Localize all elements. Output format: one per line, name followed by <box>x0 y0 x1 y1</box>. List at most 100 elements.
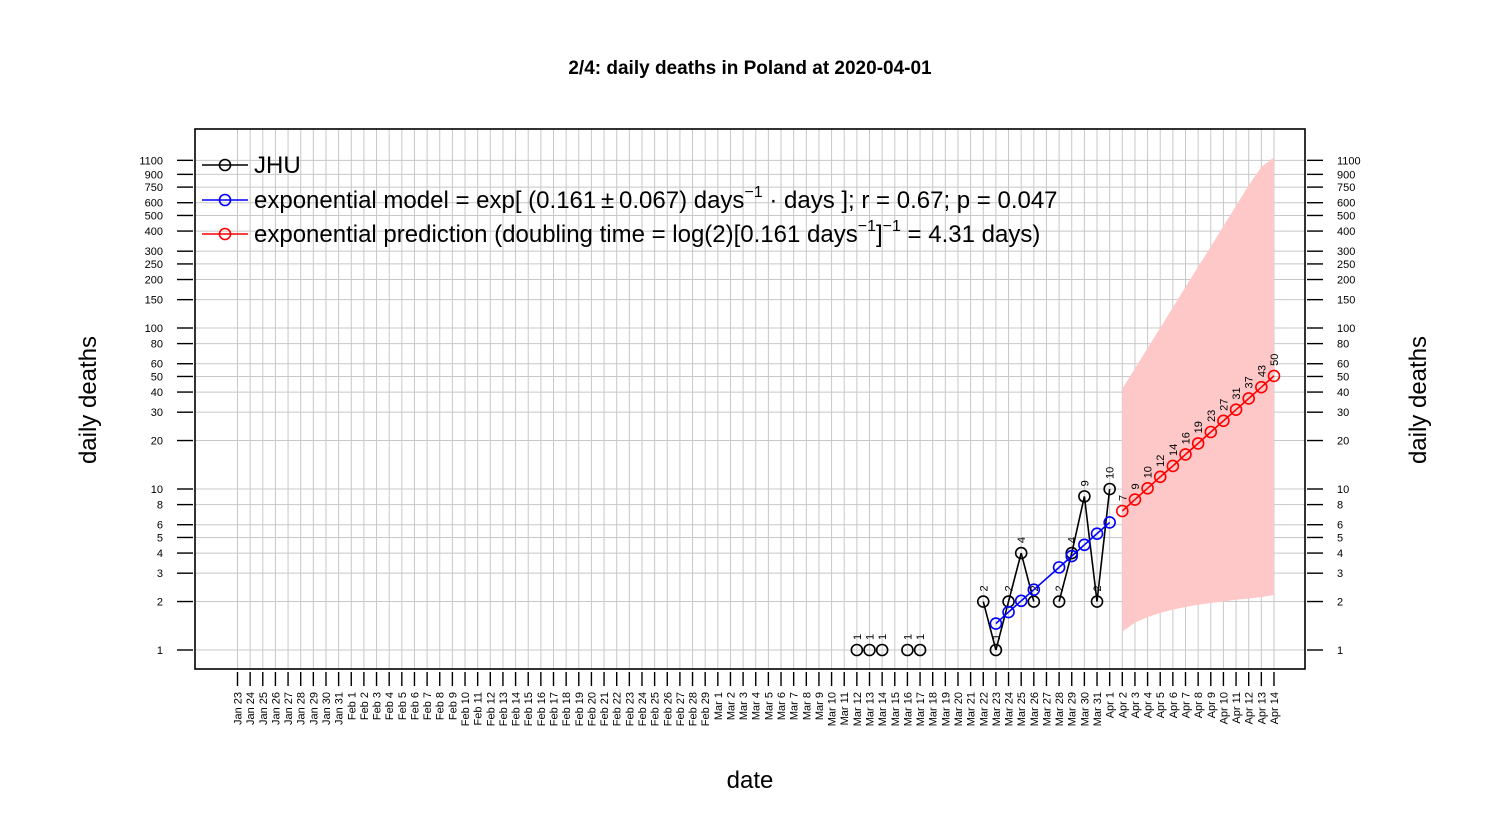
legend-item-observed: JHU <box>202 152 301 179</box>
observed-label-mar-29: 4 <box>1067 537 1079 543</box>
x-tick-label-mar-8: Mar 8 <box>801 692 813 720</box>
y-tick-label-right-1100: 1100 <box>1337 155 1361 167</box>
x-tick-label-apr-14: Apr 14 <box>1269 692 1281 724</box>
y-tick-label-left-80: 80 <box>151 339 163 351</box>
y-tick-label-left-40: 40 <box>151 387 163 399</box>
observed-point-mar-13 <box>863 643 876 657</box>
x-tick-label-mar-19: Mar 19 <box>940 692 952 726</box>
observed-point-apr-1 <box>1103 482 1116 496</box>
legend-item-prediction: exponential prediction (doubling time = … <box>202 218 1040 248</box>
x-tick-label-mar-30: Mar 30 <box>1079 692 1091 726</box>
prediction-label-apr-13: 43 <box>1256 365 1268 377</box>
prediction-label-apr-11: 31 <box>1231 387 1243 399</box>
observed-label-mar-25: 4 <box>1016 537 1028 543</box>
y-tick-label-left-250: 250 <box>145 259 163 271</box>
x-tick-label-mar-17: Mar 17 <box>915 692 927 726</box>
x-tick-label-jan-26: Jan 26 <box>270 692 282 725</box>
prediction-segment <box>1210 420 1224 433</box>
y-tick-label-left-300: 300 <box>145 246 163 258</box>
prediction-label-apr-12: 37 <box>1244 376 1256 388</box>
observed-point-mar-17 <box>913 643 927 657</box>
observed-segment <box>1070 496 1086 554</box>
x-tick-label-apr-13: Apr 13 <box>1256 692 1268 724</box>
x-tick-label-mar-12: Mar 12 <box>852 692 864 726</box>
observed-segment <box>1096 488 1111 602</box>
x-tick-label-mar-26: Mar 26 <box>1029 692 1041 726</box>
x-tick-label-apr-11: Apr 11 <box>1231 692 1243 724</box>
observed-point-mar-28 <box>1052 595 1066 608</box>
x-tick-label-feb-29: Feb 29 <box>700 692 712 726</box>
x-tick-label-feb-8: Feb 8 <box>435 692 447 720</box>
observed-point-mar-30 <box>1078 490 1091 503</box>
prediction-point-apr-12 <box>1242 392 1255 405</box>
prediction-label-apr-9: 23 <box>1206 410 1218 422</box>
x-tick-label-jan-30: Jan 30 <box>321 692 333 725</box>
x-tick-label-mar-27: Mar 27 <box>1041 692 1053 726</box>
y-tick-label-left-600: 600 <box>145 198 163 210</box>
x-tick-label-feb-15: Feb 15 <box>523 692 535 726</box>
y-tick-label-right-40: 40 <box>1337 387 1349 399</box>
x-tick-label-feb-17: Feb 17 <box>549 692 561 726</box>
x-tick-label-feb-5: Feb 5 <box>397 692 409 720</box>
y-tick-label-right-100: 100 <box>1337 323 1355 335</box>
y-tick-label-left-750: 750 <box>145 182 163 194</box>
model-segment <box>1071 544 1085 557</box>
model-point-mar-25 <box>1014 594 1028 608</box>
x-tick-label-mar-31: Mar 31 <box>1092 692 1104 726</box>
x-tick-label-mar-5: Mar 5 <box>763 692 775 720</box>
prediction-point-apr-5 <box>1153 470 1167 484</box>
y-tick-label-right-900: 900 <box>1337 169 1355 181</box>
y-tick-label-left-8: 8 <box>157 500 163 512</box>
y-tick-label-left-3: 3 <box>157 568 163 580</box>
x-tick-label-jan-29: Jan 29 <box>308 692 320 725</box>
x-tick-label-apr-7: Apr 7 <box>1181 692 1193 718</box>
x-tick-label-feb-25: Feb 25 <box>650 692 662 726</box>
observed-point-mar-16 <box>901 643 914 657</box>
y-tick-label-right-50: 50 <box>1337 371 1349 383</box>
y-tick-label-left-500: 500 <box>145 210 163 222</box>
x-tick-label-mar-16: Mar 16 <box>902 692 914 726</box>
prediction-point-apr-14 <box>1267 369 1281 383</box>
prediction-point-apr-8 <box>1191 437 1205 450</box>
prediction-segment <box>1184 442 1199 456</box>
y-tick-label-left-200: 200 <box>145 275 163 287</box>
observed-label-mar-13: 1 <box>865 634 877 640</box>
prediction-label-apr-4: 10 <box>1143 466 1155 478</box>
x-tick-label-feb-20: Feb 20 <box>586 692 598 726</box>
y-tick-label-left-2: 2 <box>157 597 163 609</box>
legend-marker-prediction <box>218 227 232 241</box>
y-tick-label-right-60: 60 <box>1337 359 1349 371</box>
series-observed: 1111121242249210 <box>850 467 1117 657</box>
y-tick-label-right-3: 3 <box>1337 568 1343 580</box>
x-tick-label-mar-14: Mar 14 <box>877 692 889 726</box>
x-tick-label-jan-23: Jan 23 <box>233 692 245 725</box>
y-tick-label-left-150: 150 <box>145 295 163 307</box>
observed-segment <box>1007 552 1022 602</box>
x-tick-label-feb-13: Feb 13 <box>498 692 510 726</box>
legend: JHU exponential model = exp[ (0.161 ± 0.0… <box>202 152 1058 248</box>
observed-point-mar-25 <box>1014 546 1028 560</box>
model-segment <box>1083 533 1098 546</box>
x-tick-label-apr-10: Apr 10 <box>1218 692 1230 724</box>
x-tick-label-apr-6: Apr 6 <box>1168 692 1180 718</box>
series-layer: 1111121242249210791012141619232731374350 <box>850 354 1281 657</box>
y-tick-label-left-20: 20 <box>151 436 163 448</box>
series-model <box>989 516 1116 630</box>
observed-point-mar-22 <box>976 595 990 608</box>
observed-label-mar-12: 1 <box>852 634 864 640</box>
y-tick-label-left-1: 1 <box>157 645 163 657</box>
x-tick-label-mar-28: Mar 28 <box>1054 692 1066 726</box>
model-segment <box>1058 555 1073 568</box>
y-tick-label-right-400: 400 <box>1337 226 1355 238</box>
y-tick-label-right-5: 5 <box>1337 532 1343 544</box>
prediction-point-apr-13 <box>1255 380 1268 394</box>
x-tick-label-apr-8: Apr 8 <box>1193 692 1205 718</box>
x-tick-label-mar-11: Mar 11 <box>839 692 851 725</box>
prediction-point-apr-11 <box>1229 403 1243 416</box>
x-tick-label-jan-28: Jan 28 <box>296 692 308 725</box>
x-tick-label-feb-2: Feb 2 <box>359 692 371 720</box>
observed-segment <box>995 601 1010 651</box>
model-point-mar-23 <box>989 617 1003 630</box>
y-tick-label-right-6: 6 <box>1337 520 1343 532</box>
observed-label-mar-30: 9 <box>1079 480 1091 486</box>
